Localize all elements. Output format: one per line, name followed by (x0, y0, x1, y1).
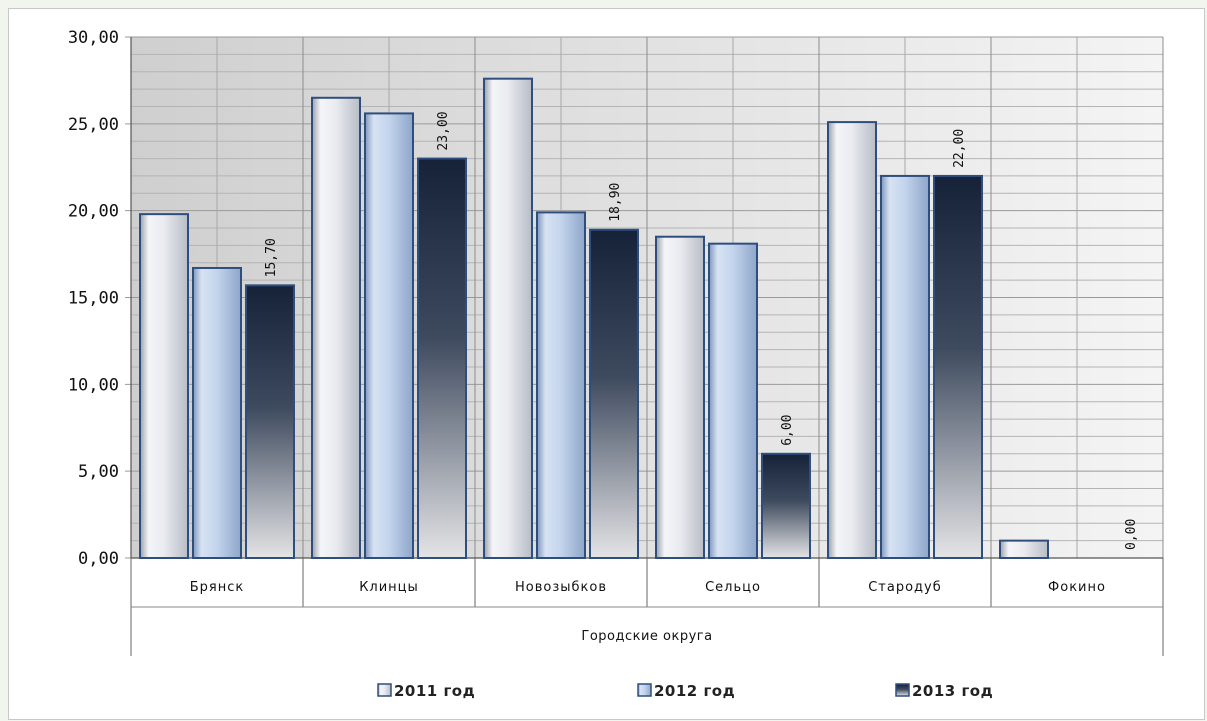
x-category-label: Стародуб (868, 580, 942, 595)
data-label: 6,00 (780, 414, 795, 445)
data-label: 18,90 (608, 183, 623, 222)
bar-2013-год-1 (417, 157, 467, 559)
bar-2012-год-3 (708, 242, 758, 559)
bar-2013-год-0 (245, 284, 295, 559)
bar-2012-год-1 (364, 112, 414, 559)
y-tick-label: 20,00 (68, 202, 119, 222)
legend-label: 2011 год (394, 682, 475, 700)
bar-2011-год-3 (655, 235, 705, 559)
bar-2011-год-4 (827, 121, 877, 559)
legend-swatch (637, 683, 652, 697)
x-group-label: Городские округа (581, 629, 712, 644)
bar-2012-год-2 (536, 211, 586, 560)
x-category-label: Новозыбков (515, 580, 607, 595)
bar-2011-год-5 (999, 539, 1049, 560)
legend-swatch (895, 683, 910, 697)
y-tick-label: 15,00 (68, 289, 119, 309)
bar-2011-год-1 (311, 96, 361, 560)
legend-label: 2013 год (912, 682, 993, 700)
x-category-label: Фокино (1048, 580, 1106, 595)
y-tick-label: 30,00 (68, 28, 119, 48)
bar-2012-год-4 (880, 174, 930, 560)
data-label: 0,00 (1124, 519, 1139, 550)
bar-2013-год-4 (933, 174, 983, 560)
y-tick-label: 0,00 (78, 549, 119, 569)
x-category-label: Брянск (190, 580, 245, 595)
y-tick-label: 5,00 (78, 462, 119, 482)
bar-2011-год-0 (139, 213, 189, 559)
x-category-label: Сельцо (705, 580, 761, 595)
y-tick-label: 10,00 (68, 375, 119, 395)
legend-label: 2012 год (654, 682, 735, 700)
bar-2012-год-0 (192, 266, 242, 559)
x-category-label: Клинцы (359, 580, 419, 595)
y-tick-label: 25,00 (68, 115, 119, 135)
legend-swatch (377, 683, 392, 697)
data-label: 15,70 (264, 238, 279, 277)
bar-2011-год-2 (483, 77, 533, 560)
bar-2013-год-2 (589, 228, 639, 560)
data-label: 23,00 (436, 111, 451, 150)
bar-2013-год-3 (761, 452, 811, 559)
data-label: 22,00 (952, 129, 967, 168)
